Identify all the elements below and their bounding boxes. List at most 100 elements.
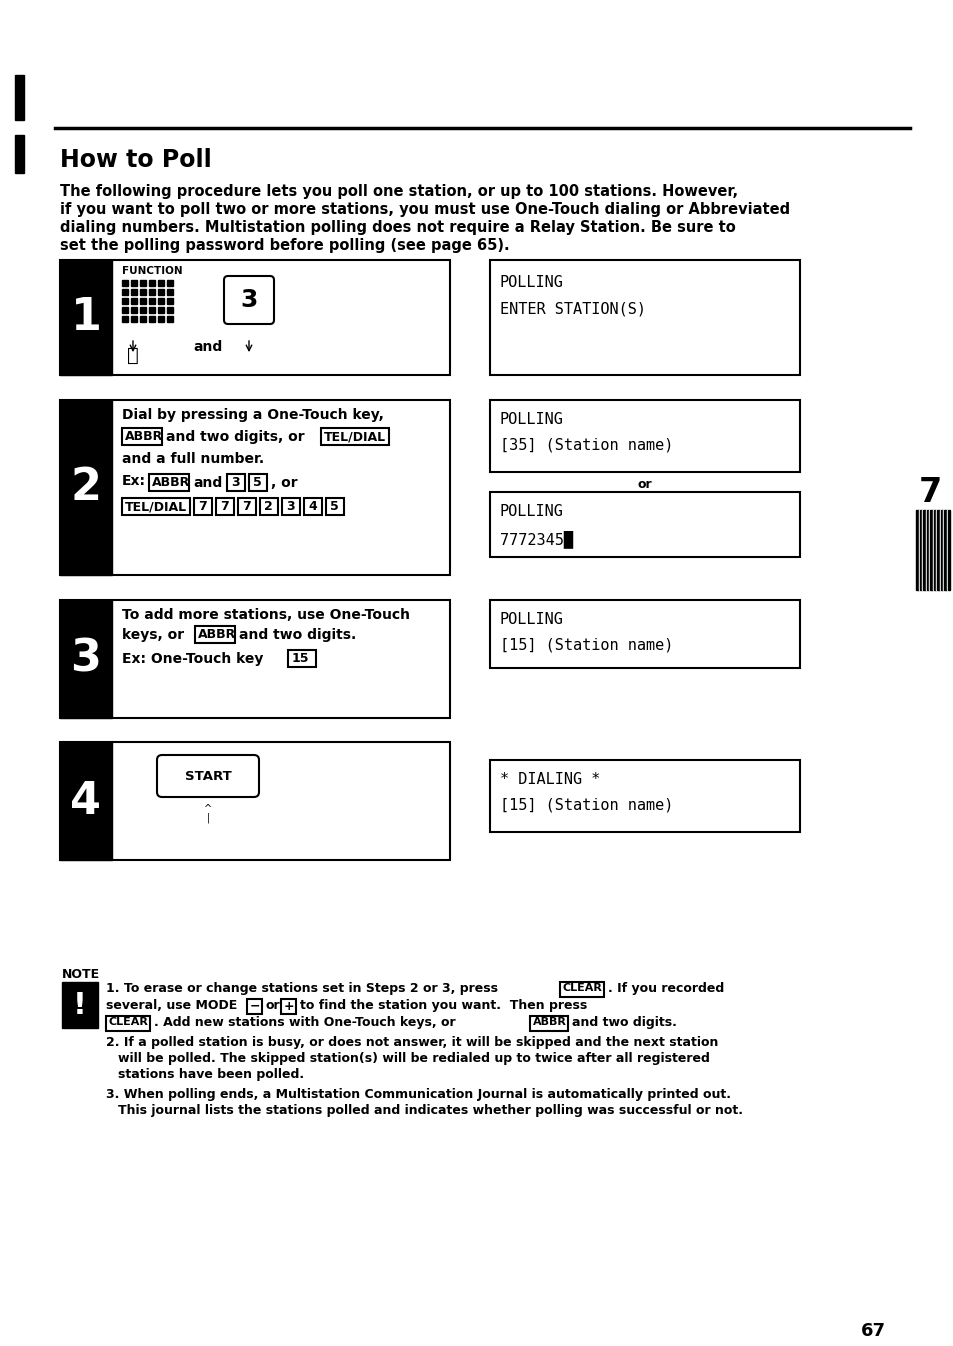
Bar	[227, 474, 245, 491]
Bar	[288, 650, 315, 668]
Bar	[60, 260, 112, 376]
Bar	[131, 316, 137, 322]
Bar	[60, 400, 112, 575]
Bar	[149, 474, 189, 491]
Text: several, use MODE: several, use MODE	[106, 999, 237, 1012]
Bar	[249, 474, 267, 491]
Bar	[122, 316, 128, 322]
Text: 3: 3	[71, 638, 101, 681]
Text: −: −	[250, 1000, 260, 1014]
Text: and a full number.: and a full number.	[122, 452, 264, 466]
Text: 4: 4	[308, 499, 316, 513]
Text: 1. To erase or change stations set in Steps 2 or 3, press: 1. To erase or change stations set in St…	[106, 983, 497, 995]
Text: dialing numbers. Multistation polling does not require a Relay Station. Be sure : dialing numbers. Multistation polling do…	[60, 219, 735, 236]
Bar	[122, 498, 190, 516]
Text: ABBR: ABBR	[125, 429, 163, 443]
Text: CLEAR: CLEAR	[109, 1018, 149, 1027]
Bar	[15, 135, 24, 174]
Bar	[60, 600, 112, 717]
Bar	[530, 1016, 567, 1031]
Bar	[939, 510, 940, 590]
Text: * DIALING *: * DIALING *	[499, 773, 599, 787]
Bar	[149, 316, 154, 322]
Text: POLLING: POLLING	[499, 275, 563, 289]
Bar	[158, 280, 164, 285]
Text: ENTER STATION(S): ENTER STATION(S)	[499, 302, 645, 318]
Bar	[237, 498, 255, 516]
Text: and: and	[193, 476, 222, 490]
Text: set the polling password before polling (see page 65).: set the polling password before polling …	[60, 238, 509, 253]
Bar	[490, 600, 800, 668]
Bar	[140, 289, 146, 295]
Text: ABBR: ABBR	[198, 629, 236, 641]
Bar	[490, 400, 800, 472]
Text: 7772345█: 7772345█	[499, 530, 573, 548]
Bar	[122, 307, 128, 314]
Bar	[947, 510, 949, 590]
Bar	[149, 289, 154, 295]
Bar	[122, 289, 128, 295]
Bar	[194, 626, 234, 643]
Text: 7: 7	[918, 475, 941, 509]
Bar	[247, 999, 262, 1014]
Bar	[167, 297, 172, 304]
Bar	[929, 510, 932, 590]
Bar	[490, 260, 800, 376]
Bar	[940, 510, 942, 590]
Text: To add more stations, use One-Touch: To add more stations, use One-Touch	[122, 608, 410, 622]
Text: and: and	[193, 341, 222, 354]
Bar	[60, 742, 450, 860]
Text: 7: 7	[198, 499, 207, 513]
FancyBboxPatch shape	[157, 755, 258, 797]
Bar	[215, 498, 233, 516]
Bar	[559, 983, 603, 997]
Text: stations have been polled.: stations have been polled.	[118, 1067, 304, 1081]
Bar	[60, 742, 112, 860]
Bar	[158, 297, 164, 304]
Bar	[122, 297, 128, 304]
Bar	[15, 75, 24, 120]
Text: [35] (Station name): [35] (Station name)	[499, 437, 673, 454]
Bar	[926, 510, 928, 590]
Bar	[320, 428, 389, 446]
Bar	[140, 316, 146, 322]
Bar	[935, 510, 936, 590]
Text: NOTE: NOTE	[62, 968, 100, 981]
Text: Ex:: Ex:	[122, 474, 146, 489]
Bar	[281, 999, 295, 1014]
Text: 7: 7	[242, 499, 251, 513]
Text: TEL/DIAL: TEL/DIAL	[324, 429, 386, 443]
Text: 3: 3	[231, 476, 239, 489]
Text: START: START	[185, 770, 232, 782]
Text: 5: 5	[253, 476, 261, 489]
Bar	[149, 307, 154, 314]
Bar	[62, 983, 98, 1028]
Text: FUNCTION: FUNCTION	[122, 267, 182, 276]
Text: . Add new stations with One-Touch keys, or: . Add new stations with One-Touch keys, …	[153, 1016, 456, 1028]
Bar	[942, 510, 943, 590]
Bar	[167, 307, 172, 314]
Text: POLLING: POLLING	[499, 503, 563, 520]
Text: to find the station you want.  Then press: to find the station you want. Then press	[299, 999, 587, 1012]
Text: Ex: One-Touch key: Ex: One-Touch key	[122, 651, 263, 666]
Bar	[122, 428, 162, 446]
Text: will be polled. The skipped station(s) will be redialed up to twice after all re: will be polled. The skipped station(s) w…	[118, 1053, 709, 1065]
Bar	[106, 1016, 150, 1031]
Bar	[915, 510, 918, 590]
Bar	[919, 510, 921, 590]
Bar	[131, 297, 137, 304]
Text: The following procedure lets you poll one station, or up to 100 stations. Howeve: The following procedure lets you poll on…	[60, 184, 738, 199]
Text: How to Poll: How to Poll	[60, 148, 212, 172]
Text: POLLING: POLLING	[499, 612, 563, 627]
Bar	[131, 307, 137, 314]
Bar	[167, 316, 172, 322]
Text: +: +	[284, 1000, 294, 1014]
Bar	[260, 498, 277, 516]
Text: 3: 3	[286, 499, 294, 513]
Text: 7: 7	[220, 499, 229, 513]
Text: and two digits.: and two digits.	[572, 1016, 677, 1028]
Bar	[140, 297, 146, 304]
Text: CLEAR: CLEAR	[562, 983, 602, 993]
FancyBboxPatch shape	[224, 276, 274, 324]
Text: . If you recorded: . If you recorded	[607, 983, 723, 995]
